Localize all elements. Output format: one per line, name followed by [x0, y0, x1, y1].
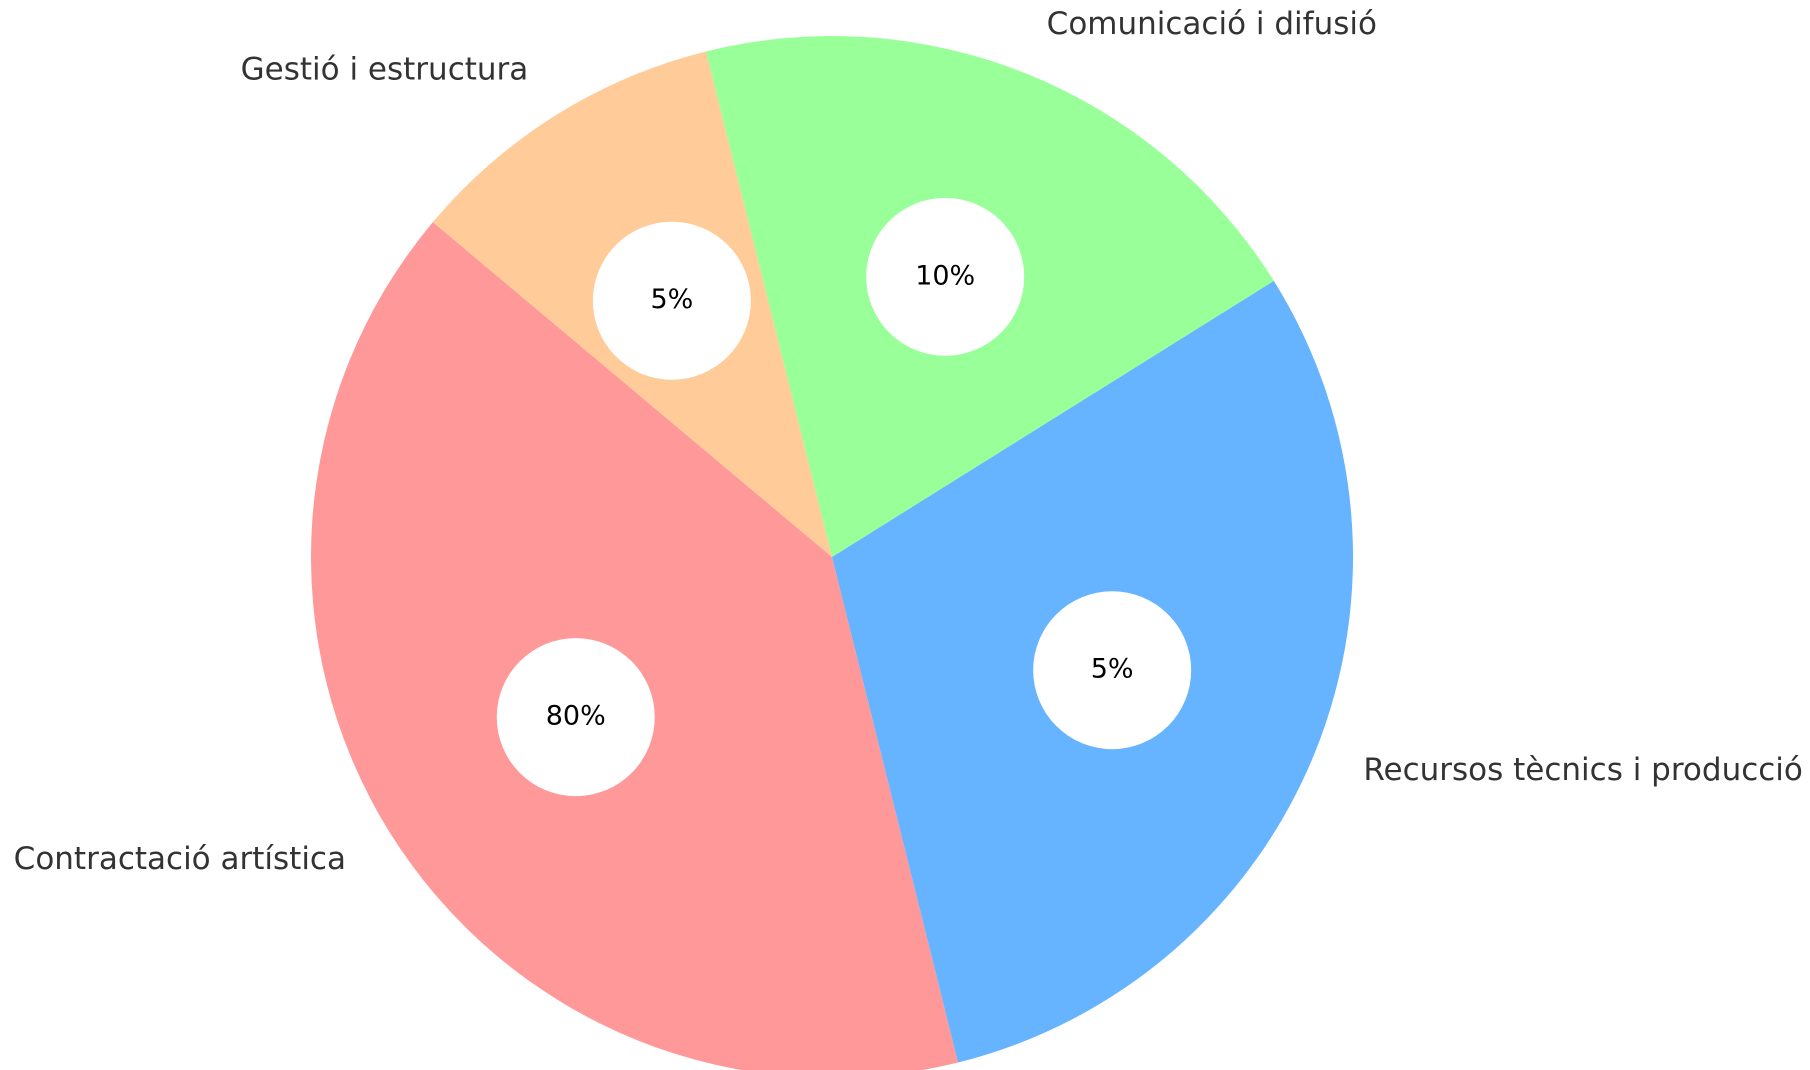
label-bubble	[866, 197, 1025, 356]
label-bubble	[592, 221, 751, 380]
category-label: Contractació artística	[14, 841, 346, 877]
value-label: 80%	[546, 701, 606, 732]
label-bubble	[496, 638, 655, 797]
category-label: Gestió i estructura	[241, 51, 529, 87]
pie-slice	[311, 222, 959, 1070]
value-label: 5%	[1091, 654, 1134, 685]
value-label: 5%	[650, 284, 693, 315]
category-label: Recursos tècnics i producció	[1363, 752, 1803, 788]
value-label: 10%	[915, 260, 975, 291]
label-bubble	[1033, 591, 1192, 750]
category-label: Comunicació i difusió	[1047, 6, 1377, 42]
